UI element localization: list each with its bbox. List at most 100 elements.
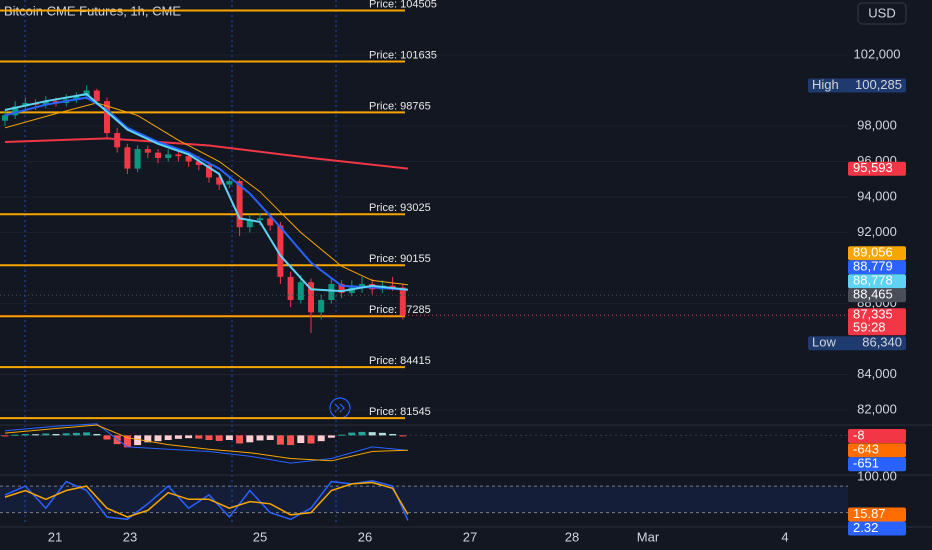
candle-body xyxy=(195,161,202,166)
currency-button[interactable] xyxy=(857,2,907,25)
y-tick-label: 92,000 xyxy=(857,224,897,239)
macd-label-box xyxy=(848,429,906,443)
candle-body xyxy=(165,154,172,158)
replay-button[interactable] xyxy=(329,397,351,419)
candle-body xyxy=(226,181,233,185)
macd-bar xyxy=(378,432,386,436)
candle-body xyxy=(134,149,141,169)
stoch-label: 15.87 xyxy=(853,506,886,521)
candle-body xyxy=(185,156,192,162)
macd-bar xyxy=(205,435,213,440)
macd-bar xyxy=(317,435,325,442)
price-level-label: Price: 81545 xyxy=(369,406,431,418)
candle-body xyxy=(144,149,151,153)
macd-label: -651 xyxy=(853,456,879,471)
macd-label-box xyxy=(848,457,906,472)
macd-bar xyxy=(297,435,305,443)
macd-bar xyxy=(1,435,9,437)
replay-icon[interactable] xyxy=(329,397,351,419)
candle-body xyxy=(338,283,345,293)
macd-bar xyxy=(358,431,366,436)
stoch-line xyxy=(4,480,409,521)
stoch-band xyxy=(0,486,848,513)
candle-body xyxy=(318,299,325,313)
high-label: 100,285 xyxy=(855,77,902,92)
candle-body xyxy=(175,154,182,157)
candle-body xyxy=(104,101,110,134)
macd-bar xyxy=(389,434,397,436)
macd-bar xyxy=(399,435,407,437)
price-label: 95,593 xyxy=(853,160,893,175)
candle-body xyxy=(155,152,161,158)
candle-body xyxy=(206,165,212,178)
currency-label[interactable]: USD xyxy=(868,5,895,20)
macd-bar xyxy=(246,435,254,443)
macd-bar xyxy=(93,434,101,436)
macd-bar xyxy=(287,435,295,446)
macd-label-box xyxy=(848,443,906,458)
macd-bar xyxy=(185,435,193,439)
moving-average xyxy=(4,102,408,286)
price-label-box xyxy=(848,308,906,336)
price-label: 88,465 xyxy=(853,287,893,302)
price-label: 88,779 xyxy=(853,259,893,274)
candle-body xyxy=(389,285,396,288)
macd-bar xyxy=(338,434,346,436)
replay-arrows[interactable] xyxy=(334,403,345,413)
x-tick-label: 28 xyxy=(565,529,579,544)
macd-bar xyxy=(256,435,264,441)
moving-average xyxy=(4,93,409,293)
candle-body xyxy=(308,282,314,313)
price-label: 88,778 xyxy=(853,273,893,288)
y-tick-label: 102,000 xyxy=(854,46,901,61)
macd-bar xyxy=(62,433,70,436)
candle-body xyxy=(236,181,243,228)
candle-body xyxy=(297,282,304,300)
macd-bar xyxy=(307,435,315,444)
stoch-tick-label: 100.00 xyxy=(857,469,897,484)
candle-body xyxy=(216,177,223,185)
price-level-label: Price: 104505 xyxy=(369,0,437,10)
candle-body xyxy=(124,147,131,169)
macd-bar xyxy=(225,435,233,440)
x-tick-label: 26 xyxy=(358,529,372,544)
candle-body xyxy=(114,133,121,148)
candle-body xyxy=(2,115,8,121)
price-label-box xyxy=(848,288,906,303)
price-label-box xyxy=(848,260,906,275)
price-label: 87,335 xyxy=(853,307,893,322)
x-tick-label: 27 xyxy=(463,529,477,544)
moving-average xyxy=(4,137,409,170)
high-name: High xyxy=(812,77,839,92)
candle-body xyxy=(42,101,49,105)
macd-bar xyxy=(236,435,244,444)
macd-bar xyxy=(83,432,91,436)
price-label: 89,056 xyxy=(853,245,893,260)
price-level-label: Price: 101635 xyxy=(369,49,437,61)
candle-body xyxy=(399,287,406,316)
macd-bar xyxy=(42,433,50,436)
high-box xyxy=(808,78,906,93)
macd-bar xyxy=(154,435,162,442)
x-tick-label: 21 xyxy=(48,529,62,544)
macd-bar xyxy=(52,434,60,436)
candle-body xyxy=(246,220,253,228)
macd-bar xyxy=(134,435,142,446)
candle-body xyxy=(277,225,284,277)
macd-bar xyxy=(195,435,203,439)
candle-body xyxy=(287,276,294,300)
macd-label: -643 xyxy=(853,442,879,457)
x-tick-label: 4 xyxy=(781,529,788,544)
price-level-label: Price: 98765 xyxy=(369,100,431,112)
macd-bar xyxy=(123,435,131,448)
candle-body xyxy=(12,106,19,116)
y-tick-label: 98,000 xyxy=(857,117,897,132)
stoch-label-box xyxy=(848,507,906,522)
macd-bar xyxy=(327,435,335,438)
y-tick-label: 82,000 xyxy=(857,401,897,416)
price-label-box xyxy=(848,161,906,176)
candle-body xyxy=(359,283,365,288)
low-name: Low xyxy=(812,335,836,350)
